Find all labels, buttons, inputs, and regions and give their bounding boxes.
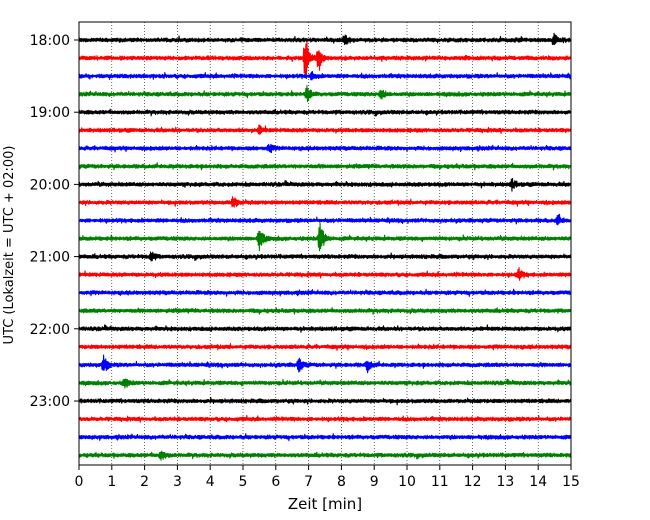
- x-tick-label: 8: [337, 474, 346, 490]
- trace-2000: [78, 178, 572, 192]
- x-tick-label: 5: [239, 474, 248, 490]
- trace-2030: [78, 213, 572, 226]
- x-tick-label: 9: [370, 474, 379, 490]
- y-tick-label: 20:00: [30, 177, 70, 193]
- plot-frame: [78, 21, 572, 466]
- y-tick-label: 22:00: [30, 322, 70, 338]
- trace-2245: [78, 378, 572, 389]
- trace-2330: [78, 433, 572, 442]
- y-axis-ticks: 18:00 19:00 20:00 21:00 22:00 23:00: [30, 33, 79, 410]
- x-tick-label: 15: [562, 474, 580, 490]
- y-tick-label: 19:00: [30, 105, 70, 121]
- trace-1915: [78, 124, 572, 135]
- x-tick-label: 3: [173, 474, 182, 490]
- trace-2045: [78, 222, 572, 252]
- x-tick-label: 13: [496, 474, 514, 490]
- x-axis-ticks: 0 1 2 3 4 5 6 7 8 9 10 11 12 13 14 15: [75, 465, 580, 490]
- trace-1900: [78, 108, 572, 117]
- y-axis-label: UTC (Lokalzeit = UTC + 02:00): [2, 146, 17, 345]
- trace-2100: [78, 251, 572, 262]
- trace-2130: [78, 288, 572, 297]
- x-tick-label: 2: [140, 474, 149, 490]
- trace-1945: [78, 162, 572, 171]
- trace-2230: [78, 354, 572, 374]
- x-tick-label: 7: [304, 474, 313, 490]
- trace-2300: [78, 396, 572, 406]
- y-tick-label: 18:00: [30, 33, 70, 49]
- y-tick-label: 23:00: [30, 394, 70, 410]
- trace-1815: [78, 41, 572, 78]
- trace-2115: [78, 267, 572, 281]
- vertical-grid: [111, 22, 539, 465]
- y-tick-label: 21:00: [30, 250, 70, 266]
- trace-2345: [78, 450, 572, 461]
- trace-2015: [78, 196, 572, 208]
- x-tick-label: 12: [464, 474, 482, 490]
- x-tick-label: 6: [271, 474, 280, 490]
- x-axis-label: Zeit [min]: [288, 495, 362, 513]
- x-tick-label: 1: [107, 474, 116, 490]
- x-tick-label: 11: [431, 474, 449, 490]
- trace-2315: [78, 414, 572, 423]
- x-tick-label: 0: [75, 474, 84, 490]
- trace-2200: [78, 324, 572, 333]
- x-tick-label: 4: [206, 474, 215, 490]
- x-tick-label: 10: [398, 474, 416, 490]
- x-tick-label: 14: [529, 474, 547, 490]
- trace-2145: [78, 307, 572, 315]
- trace-1930: [78, 143, 572, 154]
- trace-2215: [78, 343, 572, 351]
- trace-1830: [78, 70, 572, 81]
- trace-1800: [78, 32, 572, 46]
- trace-1845: [78, 84, 572, 103]
- seismogram-traces: [78, 32, 572, 461]
